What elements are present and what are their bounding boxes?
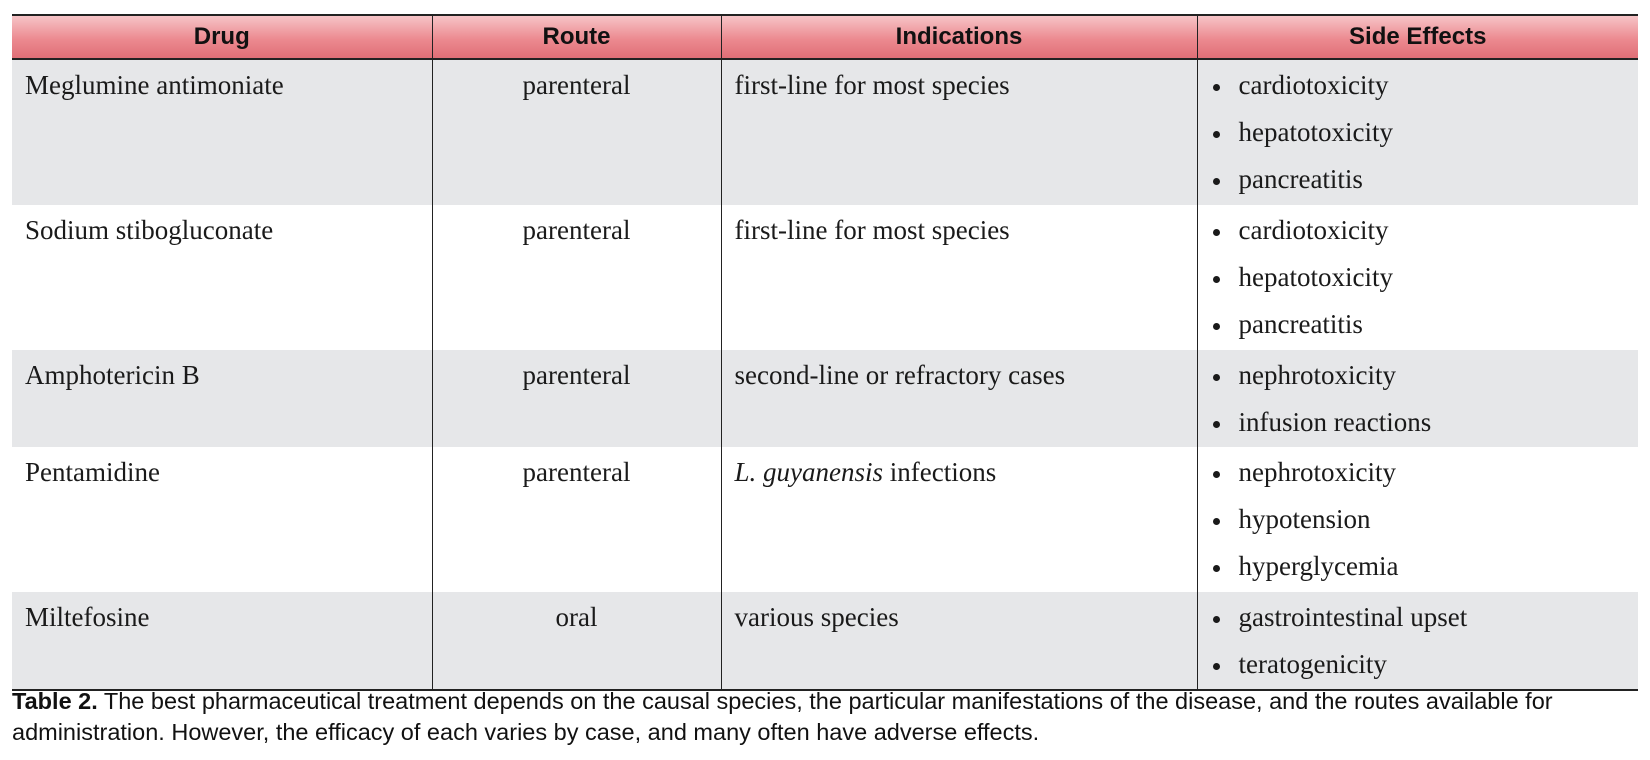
indication-cell: second-line or refractory cases: [720, 350, 1197, 447]
indication-italic: L. guyanensis: [734, 457, 884, 487]
indication-cell: various species: [720, 592, 1197, 691]
drug-cell: Miltefosine: [12, 592, 432, 691]
table-row: Pentamidine parenteral L. guyanensis inf…: [12, 447, 1638, 592]
side-effect-item: teratogenicity: [1211, 641, 1626, 688]
side-effects-cell: gastrointestinal upset teratogenicity: [1196, 592, 1638, 691]
table-row: Miltefosine oral various species gastroi…: [12, 592, 1638, 691]
table-header: Drug Route Indications Side Effects: [12, 14, 1638, 60]
indication-text: first-line for most species: [734, 70, 1010, 100]
indication-cell: first-line for most species: [720, 205, 1197, 350]
side-effects-list: cardiotoxicity hepatotoxicity pancreatit…: [1211, 205, 1626, 348]
route-cell: oral: [431, 592, 721, 691]
route-cell: parenteral: [431, 205, 721, 350]
indication-text: first-line for most species: [734, 215, 1010, 245]
side-effect-item: hepatotoxicity: [1211, 254, 1626, 301]
side-effect-item: gastrointestinal upset: [1211, 594, 1626, 641]
side-effect-item: nephrotoxicity: [1211, 352, 1626, 399]
drug-cell: Pentamidine: [12, 447, 432, 592]
side-effects-cell: cardiotoxicity hepatotoxicity pancreatit…: [1196, 59, 1638, 205]
side-effect-item: hepatotoxicity: [1211, 109, 1626, 156]
drug-cell: Amphotericin B: [12, 350, 432, 447]
indication-cell: L. guyanensis infections: [720, 447, 1197, 592]
indication-text: second-line or refractory cases: [734, 360, 1066, 390]
drug-table: Drug Route Indications Side Effects Megl…: [12, 14, 1638, 691]
column-header-drug: Drug: [12, 14, 432, 60]
side-effect-item: hypotension: [1211, 496, 1626, 543]
side-effects-list: nephrotoxicity hypotension hyperglycemia: [1211, 447, 1626, 590]
side-effect-item: cardiotoxicity: [1211, 207, 1626, 254]
table-row: Sodium stibogluconate parenteral first-l…: [12, 205, 1638, 350]
side-effect-item: hyperglycemia: [1211, 543, 1626, 590]
caption-text: The best pharmaceutical treatment depend…: [12, 688, 1553, 745]
side-effect-item: infusion reactions: [1211, 399, 1626, 446]
side-effect-item: pancreatitis: [1211, 301, 1626, 348]
column-header-side-effects: Side Effects: [1196, 14, 1638, 60]
route-cell: parenteral: [431, 447, 721, 592]
route-cell: parenteral: [431, 59, 721, 205]
route-cell: parenteral: [431, 350, 721, 447]
table-row: Amphotericin B parenteral second-line or…: [12, 350, 1638, 447]
drug-cell: Meglumine antimoniate: [12, 59, 432, 205]
indication-text: various species: [734, 602, 899, 632]
indication-cell: first-line for most species: [720, 59, 1197, 205]
table-row: Meglumine antimoniate parenteral first-l…: [12, 59, 1638, 205]
side-effect-item: pancreatitis: [1211, 156, 1626, 203]
table-caption: Table 2. The best pharmaceutical treatme…: [12, 686, 1638, 748]
side-effect-item: cardiotoxicity: [1211, 62, 1626, 109]
side-effect-item: nephrotoxicity: [1211, 449, 1626, 496]
table-body: Meglumine antimoniate parenteral first-l…: [12, 59, 1638, 691]
side-effects-list: gastrointestinal upset teratogenicity: [1211, 592, 1626, 688]
table-container: Drug Route Indications Side Effects Megl…: [12, 14, 1638, 691]
side-effects-cell: cardiotoxicity hepatotoxicity pancreatit…: [1196, 205, 1638, 350]
caption-label: Table 2.: [12, 688, 98, 714]
header-row: Drug Route Indications Side Effects: [12, 14, 1638, 60]
side-effects-list: nephrotoxicity infusion reactions: [1211, 350, 1626, 446]
column-header-route: Route: [431, 14, 721, 60]
drug-cell: Sodium stibogluconate: [12, 205, 432, 350]
side-effects-list: cardiotoxicity hepatotoxicity pancreatit…: [1211, 60, 1626, 203]
side-effects-cell: nephrotoxicity hypotension hyperglycemia: [1196, 447, 1638, 592]
column-header-indications: Indications: [720, 14, 1197, 60]
indication-text: infections: [883, 457, 997, 487]
side-effects-cell: nephrotoxicity infusion reactions: [1196, 350, 1638, 447]
